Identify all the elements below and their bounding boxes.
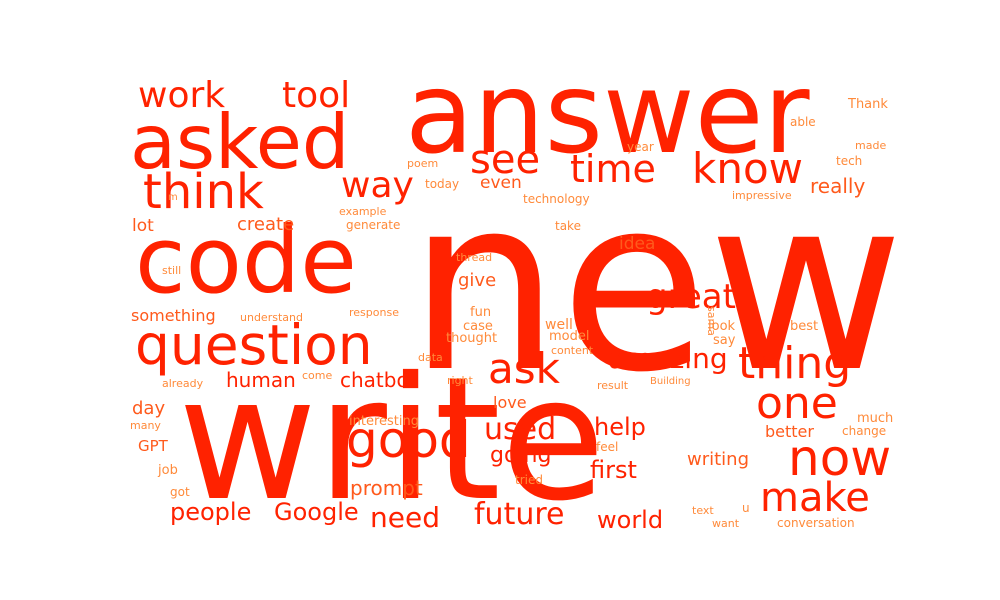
cloud-word: asked	[130, 98, 350, 186]
cloud-word: got	[170, 485, 190, 499]
cloud-word: tech	[836, 154, 863, 168]
cloud-word: Building	[650, 376, 691, 387]
cloud-word: interesting	[349, 414, 419, 429]
cloud-word: create	[237, 214, 295, 235]
cloud-word: one	[756, 378, 838, 429]
cloud-word: made	[855, 139, 887, 152]
cloud-word: tool	[282, 75, 351, 116]
cloud-word: result	[597, 379, 629, 392]
cloud-word: really	[810, 174, 866, 198]
cloud-word: ask	[488, 344, 560, 393]
cloud-word: going	[490, 443, 552, 468]
cloud-word: future	[474, 497, 565, 532]
cloud-word: good	[346, 411, 471, 469]
cloud-word: way	[341, 165, 414, 206]
cloud-word: GPT	[138, 437, 168, 455]
cloud-word: work	[138, 75, 226, 116]
cloud-word: case	[463, 319, 493, 334]
cloud-word: need	[370, 501, 440, 534]
cloud-word: day	[132, 398, 166, 419]
cloud-word: great	[646, 277, 736, 317]
cloud-word: best	[790, 319, 819, 334]
cloud-word: many	[130, 419, 161, 432]
cloud-word: response	[349, 306, 399, 319]
cloud-word: answer	[405, 49, 810, 179]
cloud-word: thread	[456, 251, 493, 264]
cloud-word: question	[135, 313, 373, 377]
cloud-word: year	[627, 140, 654, 154]
cloud-word: text	[692, 504, 714, 517]
cloud-word: time	[570, 147, 656, 191]
cloud-word: understand	[240, 311, 303, 324]
cloud-word: content	[551, 344, 594, 357]
cloud-word: model	[549, 329, 590, 344]
cloud-word: impressive	[732, 189, 792, 202]
cloud-word: give	[458, 270, 497, 291]
cloud-word: change	[842, 424, 887, 438]
cloud-word: writing	[687, 449, 750, 470]
cloud-word: write	[178, 341, 606, 539]
cloud-word: make	[760, 475, 870, 521]
cloud-word: thought	[446, 331, 498, 346]
cloud-word: see	[470, 137, 541, 183]
cloud-word: right	[447, 374, 473, 387]
cloud-word: technology	[523, 192, 590, 206]
cloud-word: today	[425, 177, 460, 191]
cloud-word: prompt	[350, 476, 423, 500]
cloud-word: something	[131, 306, 216, 325]
cloud-word: think	[143, 164, 264, 220]
cloud-word: now	[788, 429, 892, 487]
cloud-word: take	[555, 219, 581, 233]
cloud-word: help	[594, 413, 646, 441]
cloud-word: love	[493, 393, 527, 412]
cloud-word: even	[480, 173, 522, 193]
cloud-word: look	[708, 319, 736, 334]
cloud-word: still	[162, 264, 182, 277]
cloud-word: say	[713, 333, 736, 348]
cloud-word: conversation	[777, 516, 855, 530]
cloud-word: first	[590, 456, 637, 484]
cloud-word: people	[170, 498, 252, 526]
cloud-word: tried	[515, 473, 543, 487]
cloud-word: fun	[470, 305, 492, 320]
cloud-word: lot	[132, 216, 154, 236]
cloud-word: already	[162, 377, 204, 390]
cloud-word: well	[545, 317, 573, 333]
cloud-word: want	[712, 517, 740, 530]
cloud-word: used	[484, 412, 557, 447]
cloud-word: Google	[274, 498, 359, 526]
cloud-word: new	[408, 145, 905, 425]
cloud-word: sama	[705, 306, 718, 336]
cloud-word: generate	[346, 218, 401, 232]
cloud-word: much	[857, 411, 894, 426]
cloud-word: data	[418, 351, 443, 364]
cloud-word: thing	[738, 338, 852, 389]
cloud-word: know	[692, 144, 803, 193]
cloud-word: come	[302, 369, 333, 382]
cloud-word: amazing	[608, 342, 728, 375]
cloud-word: human	[226, 368, 296, 392]
cloud-word: example	[339, 205, 387, 218]
cloud-word: poem	[407, 157, 439, 170]
cloud-word: code	[135, 207, 357, 314]
cloud-word: idea	[619, 234, 656, 254]
cloud-word: feel	[596, 440, 619, 454]
cloud-word: job	[158, 463, 178, 478]
cloud-word: chatbot	[340, 368, 417, 392]
cloud-word: m	[168, 192, 178, 203]
cloud-word: better	[765, 422, 814, 441]
cloud-word: u	[742, 501, 750, 515]
cloud-word: able	[790, 115, 816, 129]
cloud-word: Thank	[848, 97, 888, 112]
cloud-word: world	[597, 506, 664, 534]
